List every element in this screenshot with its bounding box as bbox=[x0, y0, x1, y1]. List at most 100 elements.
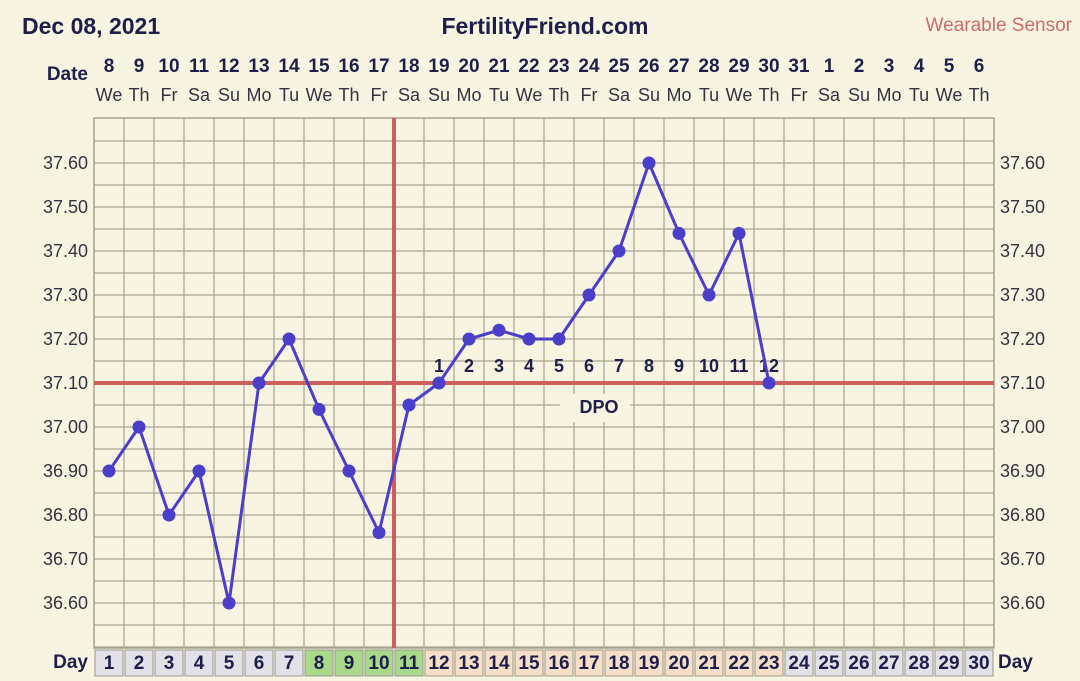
day-number: 13 bbox=[458, 653, 479, 674]
day-cell bbox=[214, 649, 244, 677]
day-cell bbox=[784, 649, 814, 677]
day-number: 27 bbox=[878, 653, 899, 674]
date-label: 17 bbox=[368, 56, 389, 77]
date-label: 5 bbox=[944, 56, 955, 77]
y-tick-right: 37.20 bbox=[1000, 329, 1045, 349]
day-number: 24 bbox=[788, 653, 810, 674]
day-number: 3 bbox=[164, 653, 175, 674]
date-label: 14 bbox=[278, 56, 300, 77]
day-cell bbox=[514, 649, 544, 677]
weekday-label: Th bbox=[128, 85, 149, 105]
dpo-number: 7 bbox=[614, 356, 624, 376]
day-cell bbox=[874, 649, 904, 677]
day-cell bbox=[694, 649, 724, 677]
temperature-point bbox=[132, 420, 146, 434]
y-tick-left: 37.40 bbox=[43, 241, 88, 261]
chart-date: Dec 08, 2021 bbox=[22, 13, 160, 39]
day-number: 19 bbox=[638, 653, 659, 674]
y-tick-left: 37.50 bbox=[43, 197, 88, 217]
date-label: 3 bbox=[884, 56, 895, 77]
temperature-series bbox=[102, 156, 776, 610]
dpo-number: 10 bbox=[699, 356, 719, 376]
day-number: 2 bbox=[134, 653, 145, 674]
reference-lines bbox=[94, 118, 994, 648]
weekday-label: Sa bbox=[818, 85, 841, 105]
day-cell bbox=[574, 649, 604, 677]
date-label: 19 bbox=[428, 56, 449, 77]
dpo-number: 6 bbox=[584, 356, 594, 376]
dpo-number: 12 bbox=[759, 356, 779, 376]
weekday-label: Su bbox=[428, 85, 450, 105]
temperature-point bbox=[672, 226, 686, 240]
day-number: 30 bbox=[968, 653, 989, 674]
date-label: 2 bbox=[854, 56, 865, 77]
day-cell bbox=[484, 649, 514, 677]
temperature-point bbox=[702, 288, 716, 302]
weekday-label: Su bbox=[848, 85, 870, 105]
dpo-number: 2 bbox=[464, 356, 474, 376]
y-tick-right: 37.30 bbox=[1000, 285, 1045, 305]
y-tick-left: 37.30 bbox=[43, 285, 88, 305]
day-number: 20 bbox=[668, 653, 689, 674]
date-label: 21 bbox=[488, 56, 510, 77]
weekday-label: Mo bbox=[246, 85, 271, 105]
weekday-label: Th bbox=[338, 85, 359, 105]
temperature-point bbox=[732, 226, 746, 240]
y-tick-right: 37.60 bbox=[1000, 153, 1045, 173]
day-number: 17 bbox=[578, 653, 599, 674]
weekday-label: We bbox=[96, 85, 123, 105]
weekday-label: Tu bbox=[699, 85, 719, 105]
day-number: 26 bbox=[848, 653, 869, 674]
day-row-label-left: Day bbox=[53, 652, 88, 673]
day-cell bbox=[964, 649, 994, 677]
date-label: 26 bbox=[638, 56, 659, 77]
y-tick-right: 37.50 bbox=[1000, 197, 1045, 217]
dpo-number: 8 bbox=[644, 356, 654, 376]
temperature-point bbox=[492, 323, 506, 337]
temperature-point bbox=[762, 376, 776, 390]
weekday-label: Mo bbox=[666, 85, 691, 105]
temperature-point bbox=[102, 464, 116, 478]
temperature-point bbox=[402, 398, 416, 412]
temperature-point bbox=[162, 508, 176, 522]
day-cell bbox=[154, 649, 184, 677]
day-number: 21 bbox=[698, 653, 720, 674]
date-label: 9 bbox=[134, 56, 145, 77]
day-number: 25 bbox=[818, 653, 840, 674]
day-number: 18 bbox=[608, 653, 629, 674]
day-number: 10 bbox=[368, 653, 389, 674]
weekday-label: We bbox=[936, 85, 963, 105]
dpo-labels: 1 2 3 4 5 6 7 8 9 10 11 12 bbox=[434, 356, 779, 376]
y-tick-left: 37.00 bbox=[43, 417, 88, 437]
dpo-label-bg bbox=[560, 394, 630, 422]
date-label: 24 bbox=[578, 56, 600, 77]
weekday-label: Su bbox=[638, 85, 660, 105]
day-number: 7 bbox=[284, 653, 295, 674]
dpo-number: 9 bbox=[674, 356, 684, 376]
temperature-point bbox=[192, 464, 206, 478]
day-number: 23 bbox=[758, 653, 779, 674]
day-number: 28 bbox=[908, 653, 929, 674]
day-cell bbox=[934, 649, 964, 677]
date-row-label: Date bbox=[47, 64, 88, 85]
weekday-label: Su bbox=[218, 85, 240, 105]
weekday-label: Th bbox=[758, 85, 779, 105]
weekday-label: Tu bbox=[489, 85, 509, 105]
y-tick-right: 36.80 bbox=[1000, 505, 1045, 525]
day-number: 12 bbox=[428, 653, 449, 674]
day-number: 8 bbox=[314, 653, 325, 674]
y-tick-right: 37.40 bbox=[1000, 241, 1045, 261]
date-label: 6 bbox=[974, 56, 985, 77]
dpo-number: 11 bbox=[729, 356, 748, 376]
date-label: 23 bbox=[548, 56, 569, 77]
temperature-point bbox=[372, 526, 386, 540]
date-label: 1 bbox=[824, 56, 835, 77]
date-label: 29 bbox=[728, 56, 749, 77]
day-number: 4 bbox=[194, 653, 205, 674]
y-tick-left: 36.60 bbox=[43, 593, 88, 613]
temperature-point bbox=[282, 332, 296, 346]
day-cell bbox=[634, 649, 664, 677]
y-tick-right: 36.60 bbox=[1000, 593, 1045, 613]
